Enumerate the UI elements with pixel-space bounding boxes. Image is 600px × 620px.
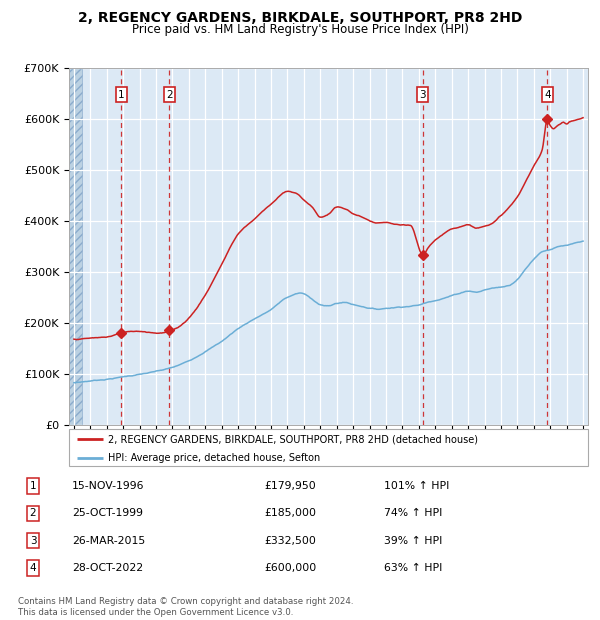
- Text: 1: 1: [29, 481, 37, 491]
- Text: 2, REGENCY GARDENS, BIRKDALE, SOUTHPORT, PR8 2HD: 2, REGENCY GARDENS, BIRKDALE, SOUTHPORT,…: [78, 11, 522, 25]
- Text: 15-NOV-1996: 15-NOV-1996: [72, 481, 145, 491]
- Bar: [66, 68, 82, 425]
- Text: 74% ↑ HPI: 74% ↑ HPI: [384, 508, 442, 518]
- Text: £600,000: £600,000: [264, 563, 316, 573]
- Text: 3: 3: [419, 90, 426, 100]
- Text: 2: 2: [166, 90, 173, 100]
- Text: 4: 4: [29, 563, 37, 573]
- Text: 2: 2: [29, 508, 37, 518]
- Text: £332,500: £332,500: [264, 536, 316, 546]
- Text: 2, REGENCY GARDENS, BIRKDALE, SOUTHPORT, PR8 2HD (detached house): 2, REGENCY GARDENS, BIRKDALE, SOUTHPORT,…: [108, 434, 478, 444]
- Text: 25-OCT-1999: 25-OCT-1999: [72, 508, 143, 518]
- Text: £185,000: £185,000: [264, 508, 316, 518]
- Text: Contains HM Land Registry data © Crown copyright and database right 2024.
This d: Contains HM Land Registry data © Crown c…: [18, 598, 353, 617]
- Text: 39% ↑ HPI: 39% ↑ HPI: [384, 536, 442, 546]
- Text: Price paid vs. HM Land Registry's House Price Index (HPI): Price paid vs. HM Land Registry's House …: [131, 23, 469, 36]
- Text: 1: 1: [118, 90, 124, 100]
- Text: 28-OCT-2022: 28-OCT-2022: [72, 563, 143, 573]
- Text: 4: 4: [544, 90, 551, 100]
- Text: 26-MAR-2015: 26-MAR-2015: [72, 536, 145, 546]
- Bar: [66, 68, 82, 425]
- Text: 3: 3: [29, 536, 37, 546]
- Text: £179,950: £179,950: [264, 481, 316, 491]
- Text: 101% ↑ HPI: 101% ↑ HPI: [384, 481, 449, 491]
- Text: 63% ↑ HPI: 63% ↑ HPI: [384, 563, 442, 573]
- Text: HPI: Average price, detached house, Sefton: HPI: Average price, detached house, Seft…: [108, 453, 320, 463]
